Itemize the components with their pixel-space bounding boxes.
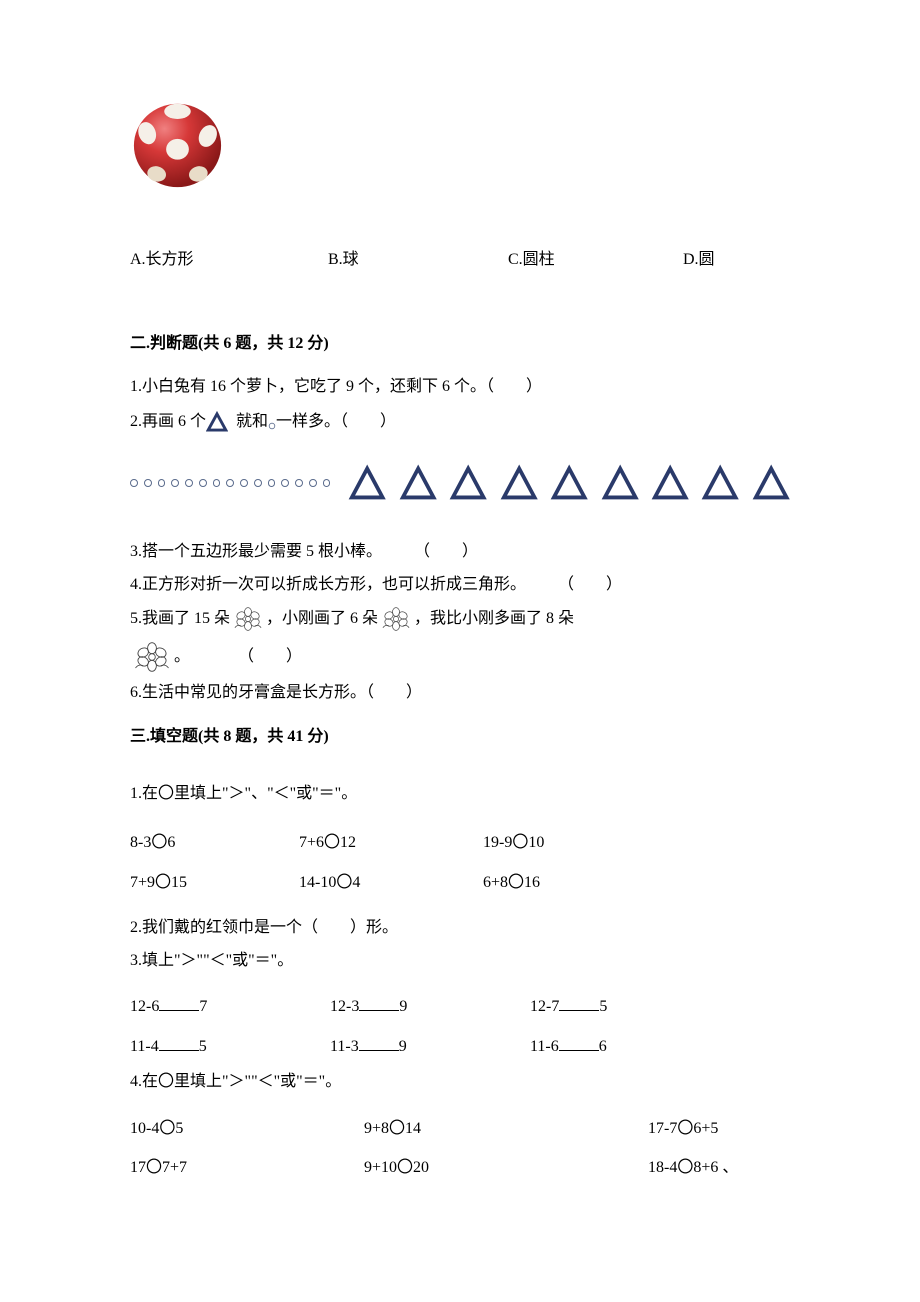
fill-item: 9+8〇14 — [364, 1111, 644, 1146]
triangle-icon — [449, 463, 487, 503]
fill-item: 12-6 7 — [130, 989, 330, 1024]
triangle-icon — [752, 463, 790, 503]
q2-5-line2: 。 （ ） — [130, 639, 790, 675]
q2-2-text-c: 一样多。（ ） — [276, 406, 396, 438]
q2-2-text-b: 就和 — [236, 406, 268, 438]
triangle-icon — [550, 463, 588, 503]
fill-item: 11-3 9 — [330, 1029, 530, 1064]
fill-right: 9 — [399, 1038, 407, 1055]
triangle-icon — [651, 463, 689, 503]
fill-left: 12-3 — [330, 998, 359, 1015]
ball-icon — [130, 100, 225, 190]
fill-blank — [559, 1037, 599, 1051]
fill-item: 8-3〇6 — [130, 825, 295, 860]
fill-item: 6+8〇16 — [483, 865, 540, 900]
q2-5-text-d: 。 （ ） — [174, 641, 302, 673]
circle-icon — [268, 479, 276, 487]
option-a: A.长方形 — [130, 245, 328, 269]
q2-5-text-b: ，小刚画了 6 朵 — [266, 603, 378, 635]
option-c: C.圆柱 — [508, 245, 683, 269]
q2-6: 6.生活中常见的牙膏盒是长方形。（ ） — [130, 679, 790, 708]
fill-item: 19-9〇10 — [483, 825, 544, 860]
fill-left: 12-7 — [530, 998, 559, 1015]
q3-3-row2: 11-4 5 11-3 9 11-6 6 — [130, 1029, 790, 1064]
q3-1-row1: 8-3〇6 7+6〇12 19-9〇10 — [130, 825, 790, 860]
q2-4: 4.正方形对折一次可以折成长方形，也可以折成三角形。 （ ） — [130, 571, 790, 600]
q2-2-text-a: 2.再画 6 个 — [130, 406, 206, 438]
q2-5-text-a: 5.我画了 15 朵 — [130, 603, 230, 635]
circle-icon — [213, 479, 221, 487]
option-b: B.球 — [328, 245, 508, 269]
fill-left: 12-6 — [130, 998, 159, 1015]
fill-right: 9 — [399, 998, 407, 1015]
flower-icon — [378, 605, 414, 633]
shapes-row — [130, 463, 790, 503]
circle-icon — [309, 479, 317, 487]
triangle-icon — [348, 463, 386, 503]
circle-icon — [144, 479, 152, 487]
circle-icon — [199, 479, 207, 487]
triangle-icon — [500, 463, 538, 503]
fill-left: 11-3 — [330, 1038, 359, 1055]
fill-item: 14-10〇4 — [299, 865, 479, 900]
fill-right: 5 — [599, 998, 607, 1015]
circle-icon — [130, 479, 138, 487]
fill-item: 17〇7+7 — [130, 1150, 360, 1185]
fill-right: 7 — [199, 998, 207, 1015]
circle-icon — [158, 479, 166, 487]
q2-5-text-c: ，我比小刚多画了 8 朵 — [414, 603, 574, 635]
circle-icon — [254, 479, 262, 487]
triangle-icon — [601, 463, 639, 503]
circle-icon — [323, 479, 331, 487]
fill-item: 10-4〇5 — [130, 1111, 360, 1146]
q2-2: 2.再画 6 个 就和 一样多。（ ） — [130, 406, 790, 438]
triangle-icon — [206, 411, 228, 433]
section-3-header: 三.填空题(共 8 题，共 41 分) — [130, 722, 790, 746]
fill-blank — [159, 1037, 199, 1051]
flower-icon — [230, 605, 266, 633]
fill-item: 18-4〇8+6 、 — [648, 1150, 738, 1185]
fill-left: 11-4 — [130, 1038, 159, 1055]
fill-right: 6 — [599, 1038, 607, 1055]
fill-item: 12-3 9 — [330, 989, 530, 1024]
q3-2: 2.我们戴的红领巾是一个（ ）形。 — [130, 914, 790, 943]
fill-blank — [359, 1037, 399, 1051]
q3-4-row2: 17〇7+7 9+10〇20 18-4〇8+6 、 — [130, 1150, 790, 1185]
fill-item: 11-6 6 — [530, 1029, 607, 1064]
fill-left: 11-6 — [530, 1038, 559, 1055]
circle-icon — [281, 479, 289, 487]
triangle-icon — [701, 463, 739, 503]
q2-5: 5.我画了 15 朵 ，小刚画了 6 朵 ，我比小刚多画了 8 朵 — [130, 603, 790, 635]
q2-1: 1.小白兔有 16 个萝卜，它吃了 9 个，还剩下 6 个。（ ） — [130, 373, 790, 402]
fill-item: 7+6〇12 — [299, 825, 479, 860]
triangle-icon — [399, 463, 437, 503]
section-2-header: 二.判断题(共 6 题，共 12 分) — [130, 329, 790, 353]
q3-4-prompt: 4.在〇里填上"＞""＜"或"＝"。 — [130, 1068, 790, 1097]
fill-blank — [559, 997, 599, 1011]
fill-blank — [359, 997, 399, 1011]
option-d: D.圆 — [683, 245, 715, 269]
circle-icon — [185, 479, 193, 487]
circle-icon — [240, 479, 248, 487]
q3-1-row2: 7+9〇15 14-10〇4 6+8〇16 — [130, 865, 790, 900]
fill-item: 12-7 5 — [530, 989, 607, 1024]
circle-icon — [295, 479, 303, 487]
circle-icon — [268, 422, 276, 430]
fill-item: 9+10〇20 — [364, 1150, 644, 1185]
circle-icon — [171, 479, 179, 487]
q3-4-row1: 10-4〇5 9+8〇14 17-7〇6+5 — [130, 1111, 790, 1146]
q3-1-prompt: 1.在〇里填上"＞"、"＜"或"＝"。 — [130, 776, 790, 811]
q3-3-row1: 12-6 7 12-3 9 12-7 5 — [130, 989, 790, 1024]
circle-icon — [226, 479, 234, 487]
fill-item: 7+9〇15 — [130, 865, 295, 900]
mc-options: A.长方形 B.球 C.圆柱 D.圆 — [130, 245, 790, 269]
q3-3-prompt: 3.填上"＞""＜"或"＝"。 — [130, 947, 790, 976]
fill-right: 5 — [199, 1038, 207, 1055]
fill-item: 11-4 5 — [130, 1029, 330, 1064]
flower-icon — [130, 639, 174, 675]
ball-image — [130, 100, 790, 195]
fill-item: 17-7〇6+5 — [648, 1111, 718, 1146]
q2-3: 3.搭一个五边形最少需要 5 根小棒。 （ ） — [130, 538, 790, 567]
fill-blank — [159, 997, 199, 1011]
